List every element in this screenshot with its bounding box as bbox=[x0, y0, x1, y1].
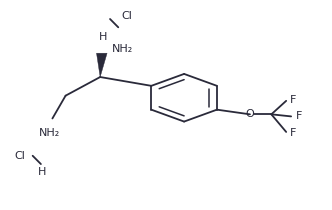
Text: F: F bbox=[296, 111, 302, 121]
Text: H: H bbox=[39, 167, 47, 177]
Text: Cl: Cl bbox=[121, 11, 132, 21]
Text: NH₂: NH₂ bbox=[39, 128, 60, 138]
Text: O: O bbox=[246, 109, 254, 119]
Text: Cl: Cl bbox=[14, 151, 25, 161]
Polygon shape bbox=[97, 53, 107, 77]
Text: H: H bbox=[99, 32, 108, 42]
Text: F: F bbox=[290, 95, 296, 105]
Text: NH₂: NH₂ bbox=[112, 44, 133, 54]
Text: F: F bbox=[290, 128, 296, 138]
